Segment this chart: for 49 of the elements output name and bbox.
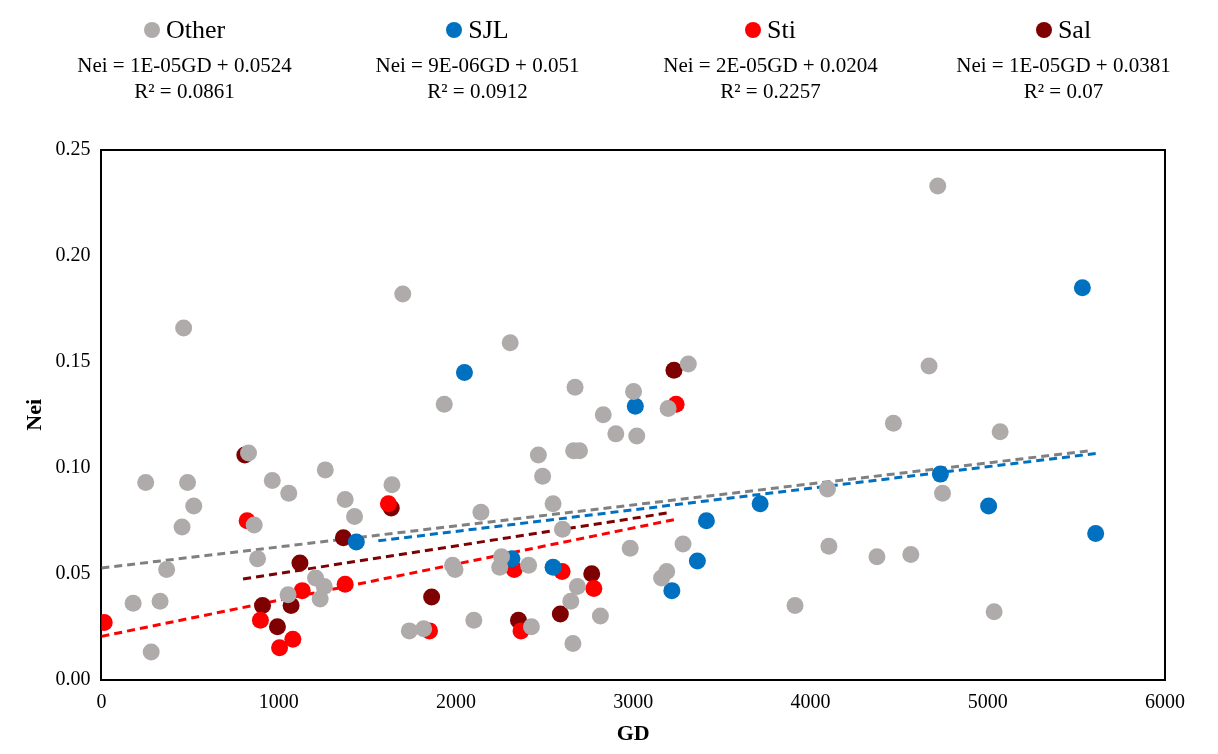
point — [585, 580, 603, 598]
point — [688, 552, 706, 570]
y-tick-label: 0.20 — [55, 243, 91, 266]
x-tick-label: 3000 — [613, 689, 654, 712]
x-tick-label: 1000 — [258, 689, 299, 712]
point — [544, 558, 562, 576]
point — [291, 554, 309, 572]
x-tick-label: 0 — [96, 689, 107, 712]
point — [751, 495, 769, 513]
point — [271, 639, 289, 657]
y-tick-label: 0.15 — [55, 349, 91, 372]
point — [455, 363, 473, 381]
point — [551, 605, 569, 623]
point — [1073, 279, 1091, 297]
y-tick-label: 0.25 — [55, 137, 91, 160]
point — [293, 582, 311, 600]
text: Nei = 9E-06GD + 0.051 R² = 0.0912 — [374, 52, 581, 104]
point — [254, 596, 272, 614]
y-tick-label: 0.05 — [55, 560, 91, 583]
point — [423, 588, 441, 606]
text: Nei = 1E-05GD + 0.0381 R² = 0.07 — [955, 52, 1172, 104]
text: Nei = 2E-05GD + 0.0204 R² = 0.2257 — [662, 52, 879, 104]
legend-label: Sal — [1057, 15, 1092, 45]
point — [583, 565, 601, 583]
point — [251, 611, 269, 629]
point — [665, 361, 683, 379]
x-tick-label: 5000 — [967, 689, 1008, 712]
y-axis-title: Nei — [20, 398, 46, 431]
point — [379, 495, 397, 513]
legend-label: SJL — [468, 15, 509, 45]
point — [697, 512, 715, 530]
point — [626, 397, 644, 415]
legend-label: Other — [165, 15, 226, 45]
x-tick-label: 4000 — [790, 689, 831, 712]
point — [980, 497, 998, 515]
y-tick-label: 0.00 — [55, 666, 91, 689]
point — [284, 630, 302, 648]
point — [336, 575, 354, 593]
point — [268, 618, 286, 636]
point — [931, 465, 949, 483]
point — [663, 582, 681, 600]
y-tick-label: 0.10 — [55, 455, 91, 478]
text: Nei = 1E-05GD + 0.0524 R² = 0.0861 — [76, 52, 293, 104]
x-tick-label: 6000 — [1145, 689, 1185, 712]
legend-label: Sti — [767, 15, 796, 45]
x-tick-label: 2000 — [435, 689, 476, 712]
point — [1087, 524, 1105, 542]
x-axis-title: GD — [616, 720, 650, 746]
point — [347, 533, 365, 551]
